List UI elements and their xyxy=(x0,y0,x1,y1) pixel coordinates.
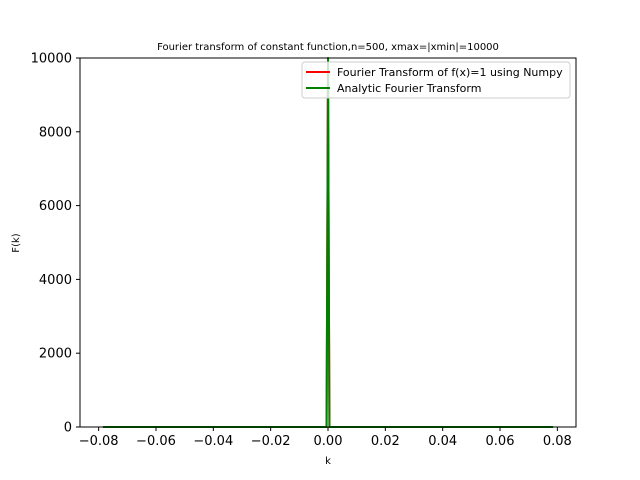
legend-label-1: Fourier Transform of f(x)=1 using Numpy xyxy=(337,66,563,79)
x-tick-label: 0.06 xyxy=(486,434,515,449)
x-tick-label: 0.04 xyxy=(428,434,457,449)
x-tick-label: 0.08 xyxy=(543,434,572,449)
x-tick-label: 0.02 xyxy=(371,434,400,449)
chart-title: Fourier transform of constant function,n… xyxy=(157,42,499,53)
y-axis-label: F(k) xyxy=(11,233,22,252)
legend-box xyxy=(301,61,571,99)
y-axis-ticks: 0 2000 4000 6000 8000 10000 xyxy=(31,52,80,436)
y-tick-label: 10000 xyxy=(31,52,72,67)
legend: Fourier Transform of f(x)=1 using Numpy A… xyxy=(301,61,571,99)
y-tick-label: 4000 xyxy=(39,273,72,288)
y-tick-label: 8000 xyxy=(39,125,72,140)
x-tick-label: 0.00 xyxy=(314,434,343,449)
legend-label-2: Analytic Fourier Transform xyxy=(337,82,481,95)
x-tick-label: −0.06 xyxy=(136,434,176,449)
x-tick-label: −0.02 xyxy=(251,434,291,449)
x-axis-label: k xyxy=(325,456,331,467)
x-tick-label: −0.04 xyxy=(193,434,233,449)
y-tick-label: 0 xyxy=(64,421,72,436)
y-tick-label: 2000 xyxy=(39,347,72,362)
y-tick-label: 6000 xyxy=(39,199,72,214)
x-tick-label: −0.08 xyxy=(79,434,119,449)
x-axis-ticks: −0.08 −0.06 −0.04 −0.02 0.00 0.02 0.04 0.06 0.08 xyxy=(79,427,572,449)
